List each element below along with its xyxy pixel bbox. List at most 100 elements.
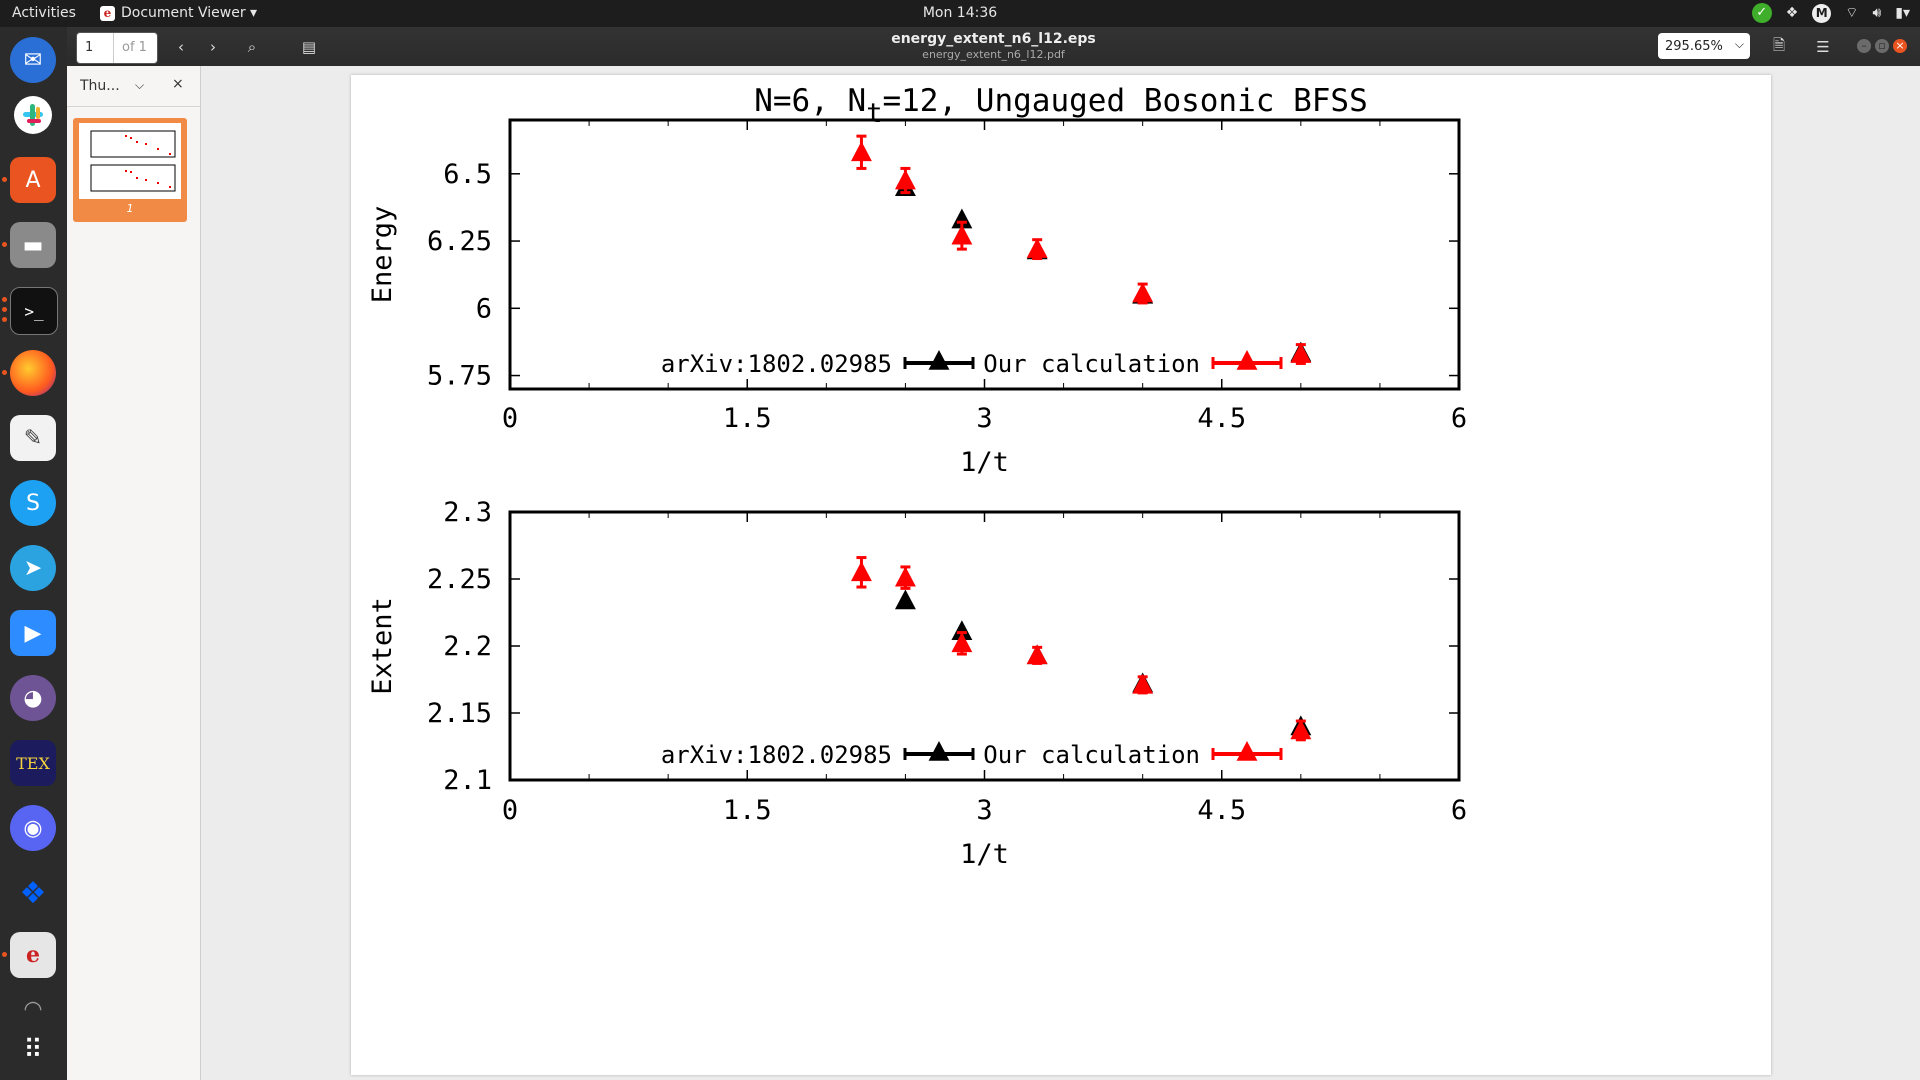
x-tick-label: 4.5 (1197, 403, 1246, 434)
window-headerbar: 1 of 1 ‹ › ⌕ ▤ energy_extent_n6_l12.eps … (67, 27, 1920, 67)
x-tick-label: 1.5 (723, 795, 772, 826)
terminal-icon[interactable]: >_ (10, 287, 58, 335)
sidebar-mode-label: Thu... (80, 78, 120, 94)
document-viewer-icon: e (100, 5, 115, 21)
data-point (894, 589, 916, 610)
maximize-icon[interactable]: ▫ (1875, 39, 1889, 53)
data-point (894, 169, 916, 190)
data-point (1132, 282, 1154, 303)
y-tick-label: 2.1 (443, 765, 492, 796)
menu-icon[interactable]: ☰ (1816, 38, 1830, 56)
firefox-icon[interactable] (10, 350, 56, 396)
data-point (850, 561, 872, 582)
annotations-icon[interactable]: ▤ (301, 38, 317, 56)
document-viewer-dock-icon[interactable]: e (10, 932, 56, 978)
legend-label: arXiv:1802.02985 (661, 741, 892, 769)
legend-marker (928, 350, 950, 370)
close-icon[interactable]: × (1893, 39, 1907, 53)
x-tick-label: 0 (502, 795, 518, 826)
sidebar: Thu... ⌵ × 1 (67, 66, 201, 1080)
data-point (951, 208, 973, 229)
y-tick-label: 2.15 (427, 698, 492, 729)
next-page-icon[interactable]: › (210, 38, 216, 56)
zoom-icon[interactable]: ▶ (10, 610, 56, 656)
chevron-down-icon: ⌵ (135, 78, 145, 92)
discord-icon[interactable]: ◉ (10, 805, 56, 851)
activities-button[interactable]: Activities (12, 5, 76, 21)
x-axis-label: 1/t (960, 447, 1009, 478)
y-axis-label: Energy (367, 206, 398, 304)
volume-icon[interactable]: 🔊︎ (1872, 5, 1882, 21)
telegram-icon[interactable]: ➤ (10, 545, 56, 591)
data-point (850, 141, 872, 162)
texmaker-icon[interactable]: TEX (10, 740, 56, 786)
github-icon[interactable]: ◕ (10, 675, 56, 721)
y-tick-label: 2.25 (427, 564, 492, 595)
legend-marker (928, 741, 950, 761)
page-count-label: of 1 (122, 40, 147, 55)
x-tick-label: 6 (1451, 795, 1467, 826)
system-tray: ✓ ❖ M ⌔ 🔊︎ ▮▾ (1751, 3, 1910, 23)
x-axis-label: 1/t (960, 839, 1009, 870)
legend-marker (1236, 741, 1258, 761)
skype-icon[interactable]: S (10, 480, 56, 526)
search-icon[interactable]: ⌕ (247, 38, 257, 56)
data-point (951, 620, 973, 641)
data-point (894, 566, 916, 587)
figure-title: N=6, Nt=12, Ungauged Bosonic BFSS (754, 83, 1368, 129)
dropbox-icon[interactable]: ❖ (19, 875, 47, 911)
document-properties-icon[interactable]: 🗎 (1772, 35, 1786, 54)
y-tick-label: 6 (476, 293, 492, 324)
top-bar: Activities e Document Viewer ▾ Mon 14:36… (0, 0, 1920, 27)
extent-plot: 0 1.5 3 4.5 6 2.1 2.15 2.2 2.25 2.3 1/t Extent arXiv… (367, 497, 1467, 870)
sidebar-mode-selector[interactable]: Thu... ⌵ × (67, 66, 200, 107)
thumbnail-page-preview (79, 123, 181, 199)
document-page: N=6, Nt=12, Ungauged Bosonic BFSS 0 1.5 3 4… (351, 75, 1771, 1075)
legend-label: arXiv:1802.02985 (661, 350, 892, 378)
prev-page-icon[interactable]: ‹ (178, 38, 184, 56)
document-canvas[interactable]: N=6, Nt=12, Ungauged Bosonic BFSS 0 1.5 3 4… (201, 66, 1920, 1080)
zoom-value: 295.65% (1665, 38, 1723, 54)
data-point (1132, 673, 1154, 694)
x-tick-label: 4.5 (1197, 795, 1246, 826)
dropbox-tray-icon[interactable]: ❖ (1785, 5, 1799, 21)
page-current-input[interactable]: 1 (77, 33, 114, 63)
y-axis-label: Extent (367, 597, 398, 695)
software-center-icon[interactable]: A (10, 157, 56, 203)
zoom-selector[interactable]: 295.65% ⌵ (1658, 33, 1750, 59)
battery-icon[interactable]: ▮▾ (1895, 5, 1910, 21)
x-tick-label: 0 (502, 403, 518, 434)
plot-figure: N=6, Nt=12, Ungauged Bosonic BFSS 0 1.5 3 4… (367, 83, 1467, 870)
text-editor-icon[interactable]: ✎ (10, 415, 56, 461)
app-menu[interactable]: e Document Viewer ▾ (100, 5, 257, 21)
show-apps-icon[interactable]: ⠿ (23, 1035, 43, 1065)
x-tick-label: 1.5 (723, 403, 772, 434)
clock[interactable]: Mon 14:36 (922, 5, 998, 21)
files-icon[interactable]: ▬ (10, 222, 56, 268)
dock: ✉ A ▬ >_ ✎ S ➤ ▶ ◕ TEX ◉ ❖ e ◠ ⠿ (0, 27, 67, 1080)
check-icon[interactable]: ✓ (1751, 3, 1772, 23)
y-tick-label: 6.25 (427, 226, 492, 257)
page-selector[interactable]: 1 of 1 (76, 32, 158, 64)
legend-label: Our calculation (983, 741, 1200, 769)
thunderbird-icon[interactable]: ✉ (10, 37, 56, 83)
data-point (951, 224, 973, 245)
y-tick-label: 5.75 (427, 361, 492, 392)
wifi-icon[interactable]: ⌔ (1845, 5, 1859, 21)
account-icon[interactable]: M (1812, 3, 1832, 23)
plot-frame (508, 510, 1461, 782)
x-tick-label: 6 (1451, 403, 1467, 434)
minimize-icon[interactable]: – (1857, 39, 1871, 53)
app-menu-label: Document Viewer ▾ (121, 5, 258, 21)
slack-icon[interactable] (10, 92, 56, 138)
close-sidebar-icon[interactable]: × (172, 76, 184, 92)
data-point (1290, 343, 1312, 363)
y-tick-label: 2.2 (443, 631, 492, 662)
legend-marker (1236, 350, 1258, 370)
x-tick-label: 3 (976, 403, 992, 434)
data-point (1290, 719, 1312, 740)
plot-frame (508, 118, 1461, 391)
page-thumbnail[interactable]: 1 (73, 118, 187, 222)
trash-icon[interactable]: ◠ (23, 996, 43, 1022)
x-tick-label: 3 (976, 795, 992, 826)
